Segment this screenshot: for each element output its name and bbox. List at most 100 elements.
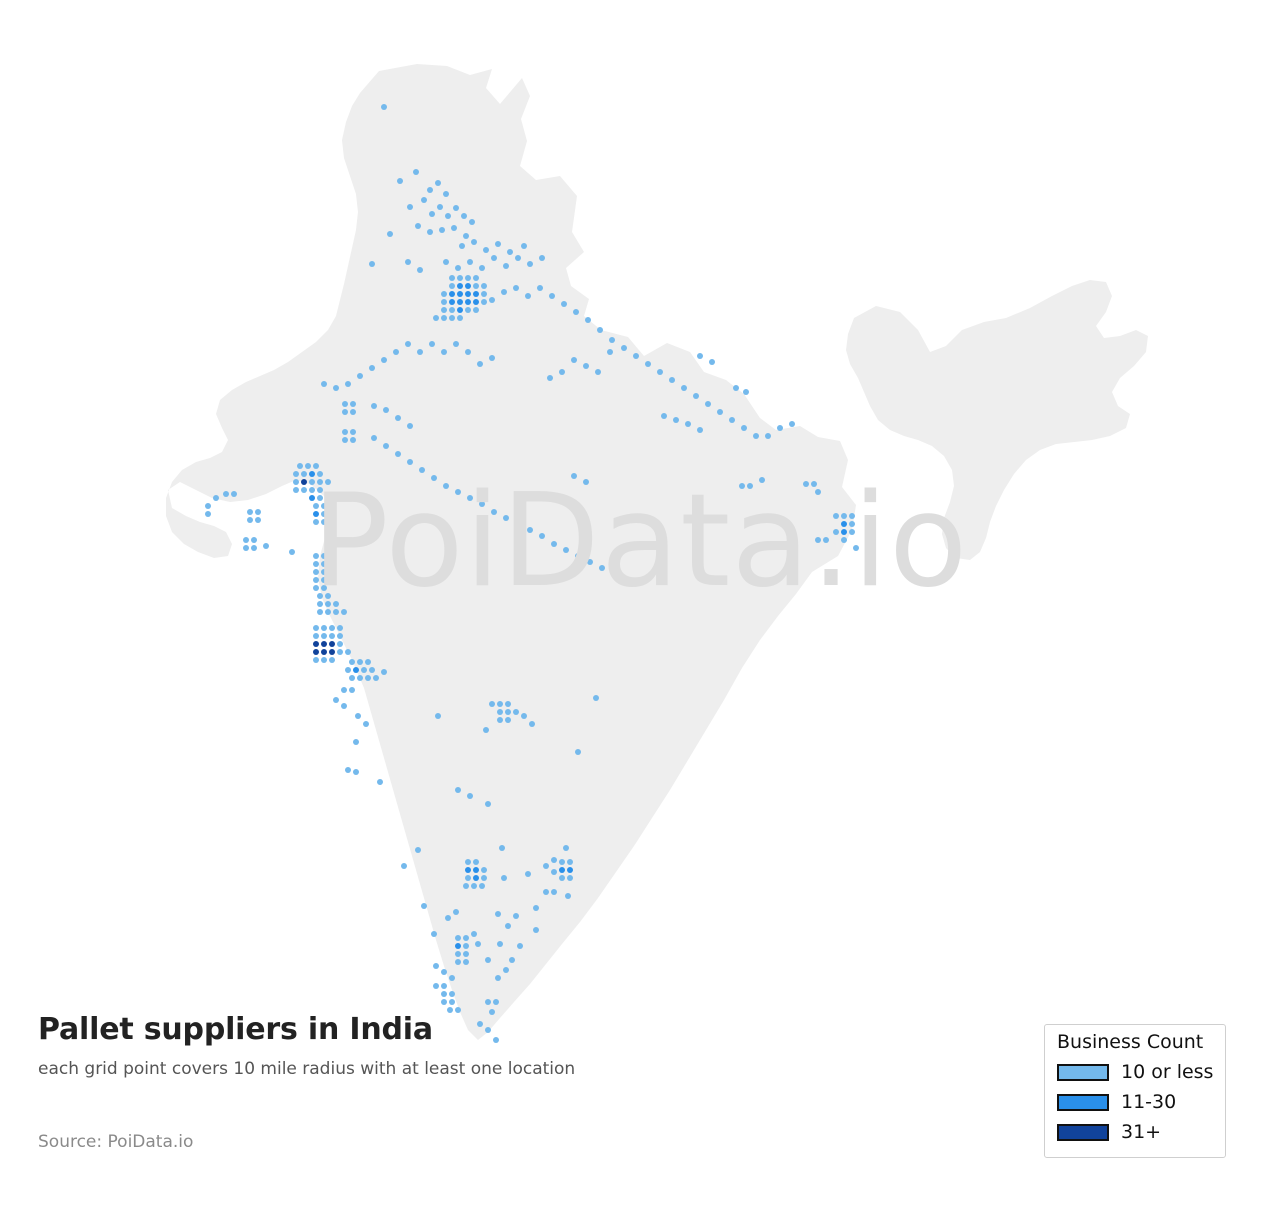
grid-point — [313, 553, 319, 559]
grid-point — [309, 487, 315, 493]
grid-point — [321, 381, 327, 387]
caption-block: Pallet suppliers in India each grid poin… — [38, 1013, 798, 1079]
grid-point — [495, 241, 501, 247]
grid-point — [471, 931, 477, 937]
grid-point — [583, 479, 589, 485]
land-polygon-1 — [846, 280, 1148, 560]
grid-point — [693, 393, 699, 399]
grid-point — [293, 487, 299, 493]
grid-point — [463, 951, 469, 957]
page-title: Pallet suppliers in India — [38, 1012, 433, 1047]
grid-point — [449, 307, 455, 313]
grid-point — [777, 425, 783, 431]
grid-point — [501, 875, 507, 881]
grid-point — [503, 515, 509, 521]
grid-point — [350, 409, 356, 415]
grid-point — [369, 365, 375, 371]
grid-point — [441, 999, 447, 1005]
grid-point — [405, 259, 411, 265]
grid-point — [407, 204, 413, 210]
grid-point — [342, 437, 348, 443]
grid-point — [427, 229, 433, 235]
grid-point — [467, 259, 473, 265]
grid-point — [507, 249, 513, 255]
grid-point — [350, 437, 356, 443]
grid-point — [321, 569, 327, 575]
grid-point — [473, 859, 479, 865]
grid-point — [350, 429, 356, 435]
grid-point — [481, 867, 487, 873]
grid-point — [353, 667, 359, 673]
grid-point — [551, 889, 557, 895]
grid-point — [743, 389, 749, 395]
grid-point — [435, 713, 441, 719]
grid-point — [497, 941, 503, 947]
grid-point — [205, 511, 211, 517]
grid-point — [313, 569, 319, 575]
grid-point — [329, 641, 335, 647]
grid-point — [547, 375, 553, 381]
grid-point — [247, 517, 253, 523]
grid-point — [455, 935, 461, 941]
grid-point — [513, 285, 519, 291]
legend-swatch-low — [1057, 1064, 1109, 1082]
grid-point — [449, 991, 455, 997]
grid-point — [505, 717, 511, 723]
grid-point — [441, 349, 447, 355]
grid-point — [405, 341, 411, 347]
source-attribution: Source: PoiData.io — [38, 1132, 194, 1152]
legend-item-low[interactable]: 10 or less — [1057, 1058, 1213, 1088]
grid-point — [493, 1037, 499, 1043]
grid-point — [333, 697, 339, 703]
grid-point — [313, 511, 319, 517]
grid-point — [437, 204, 443, 210]
grid-point — [485, 801, 491, 807]
grid-point — [465, 299, 471, 305]
grid-point — [467, 495, 473, 501]
grid-point — [505, 701, 511, 707]
grid-point — [441, 983, 447, 989]
grid-point — [205, 503, 211, 509]
grid-point — [463, 959, 469, 965]
grid-point — [551, 541, 557, 547]
grid-point — [559, 859, 565, 865]
grid-point — [321, 519, 327, 525]
grid-point — [533, 905, 539, 911]
legend-item-high[interactable]: 31+ — [1057, 1118, 1213, 1148]
grid-point — [342, 401, 348, 407]
grid-point — [849, 529, 855, 535]
grid-point — [441, 315, 447, 321]
grid-point — [317, 495, 323, 501]
grid-point — [309, 479, 315, 485]
grid-point — [449, 975, 455, 981]
grid-point — [317, 487, 323, 493]
grid-point — [321, 511, 327, 517]
land-polygons — [166, 64, 1148, 1040]
grid-point — [729, 417, 735, 423]
grid-point — [509, 957, 515, 963]
grid-point — [521, 713, 527, 719]
grid-point — [457, 299, 463, 305]
grid-point — [449, 315, 455, 321]
land-polygon-0 — [166, 64, 856, 1040]
grid-point — [293, 479, 299, 485]
grid-point — [741, 425, 747, 431]
grid-point — [803, 481, 809, 487]
grid-point — [313, 577, 319, 583]
grid-point — [465, 275, 471, 281]
grid-point — [633, 353, 639, 359]
grid-point — [495, 911, 501, 917]
grid-point — [673, 417, 679, 423]
grid-point — [337, 649, 343, 655]
grid-point — [621, 345, 627, 351]
legend-item-mid[interactable]: 11-30 — [1057, 1088, 1213, 1118]
grid-point — [537, 285, 543, 291]
grid-point — [355, 713, 361, 719]
grid-point — [489, 297, 495, 303]
grid-point — [342, 429, 348, 435]
grid-point — [243, 545, 249, 551]
grid-point — [441, 307, 447, 313]
grid-point — [231, 491, 237, 497]
grid-point — [551, 869, 557, 875]
grid-point — [333, 601, 339, 607]
